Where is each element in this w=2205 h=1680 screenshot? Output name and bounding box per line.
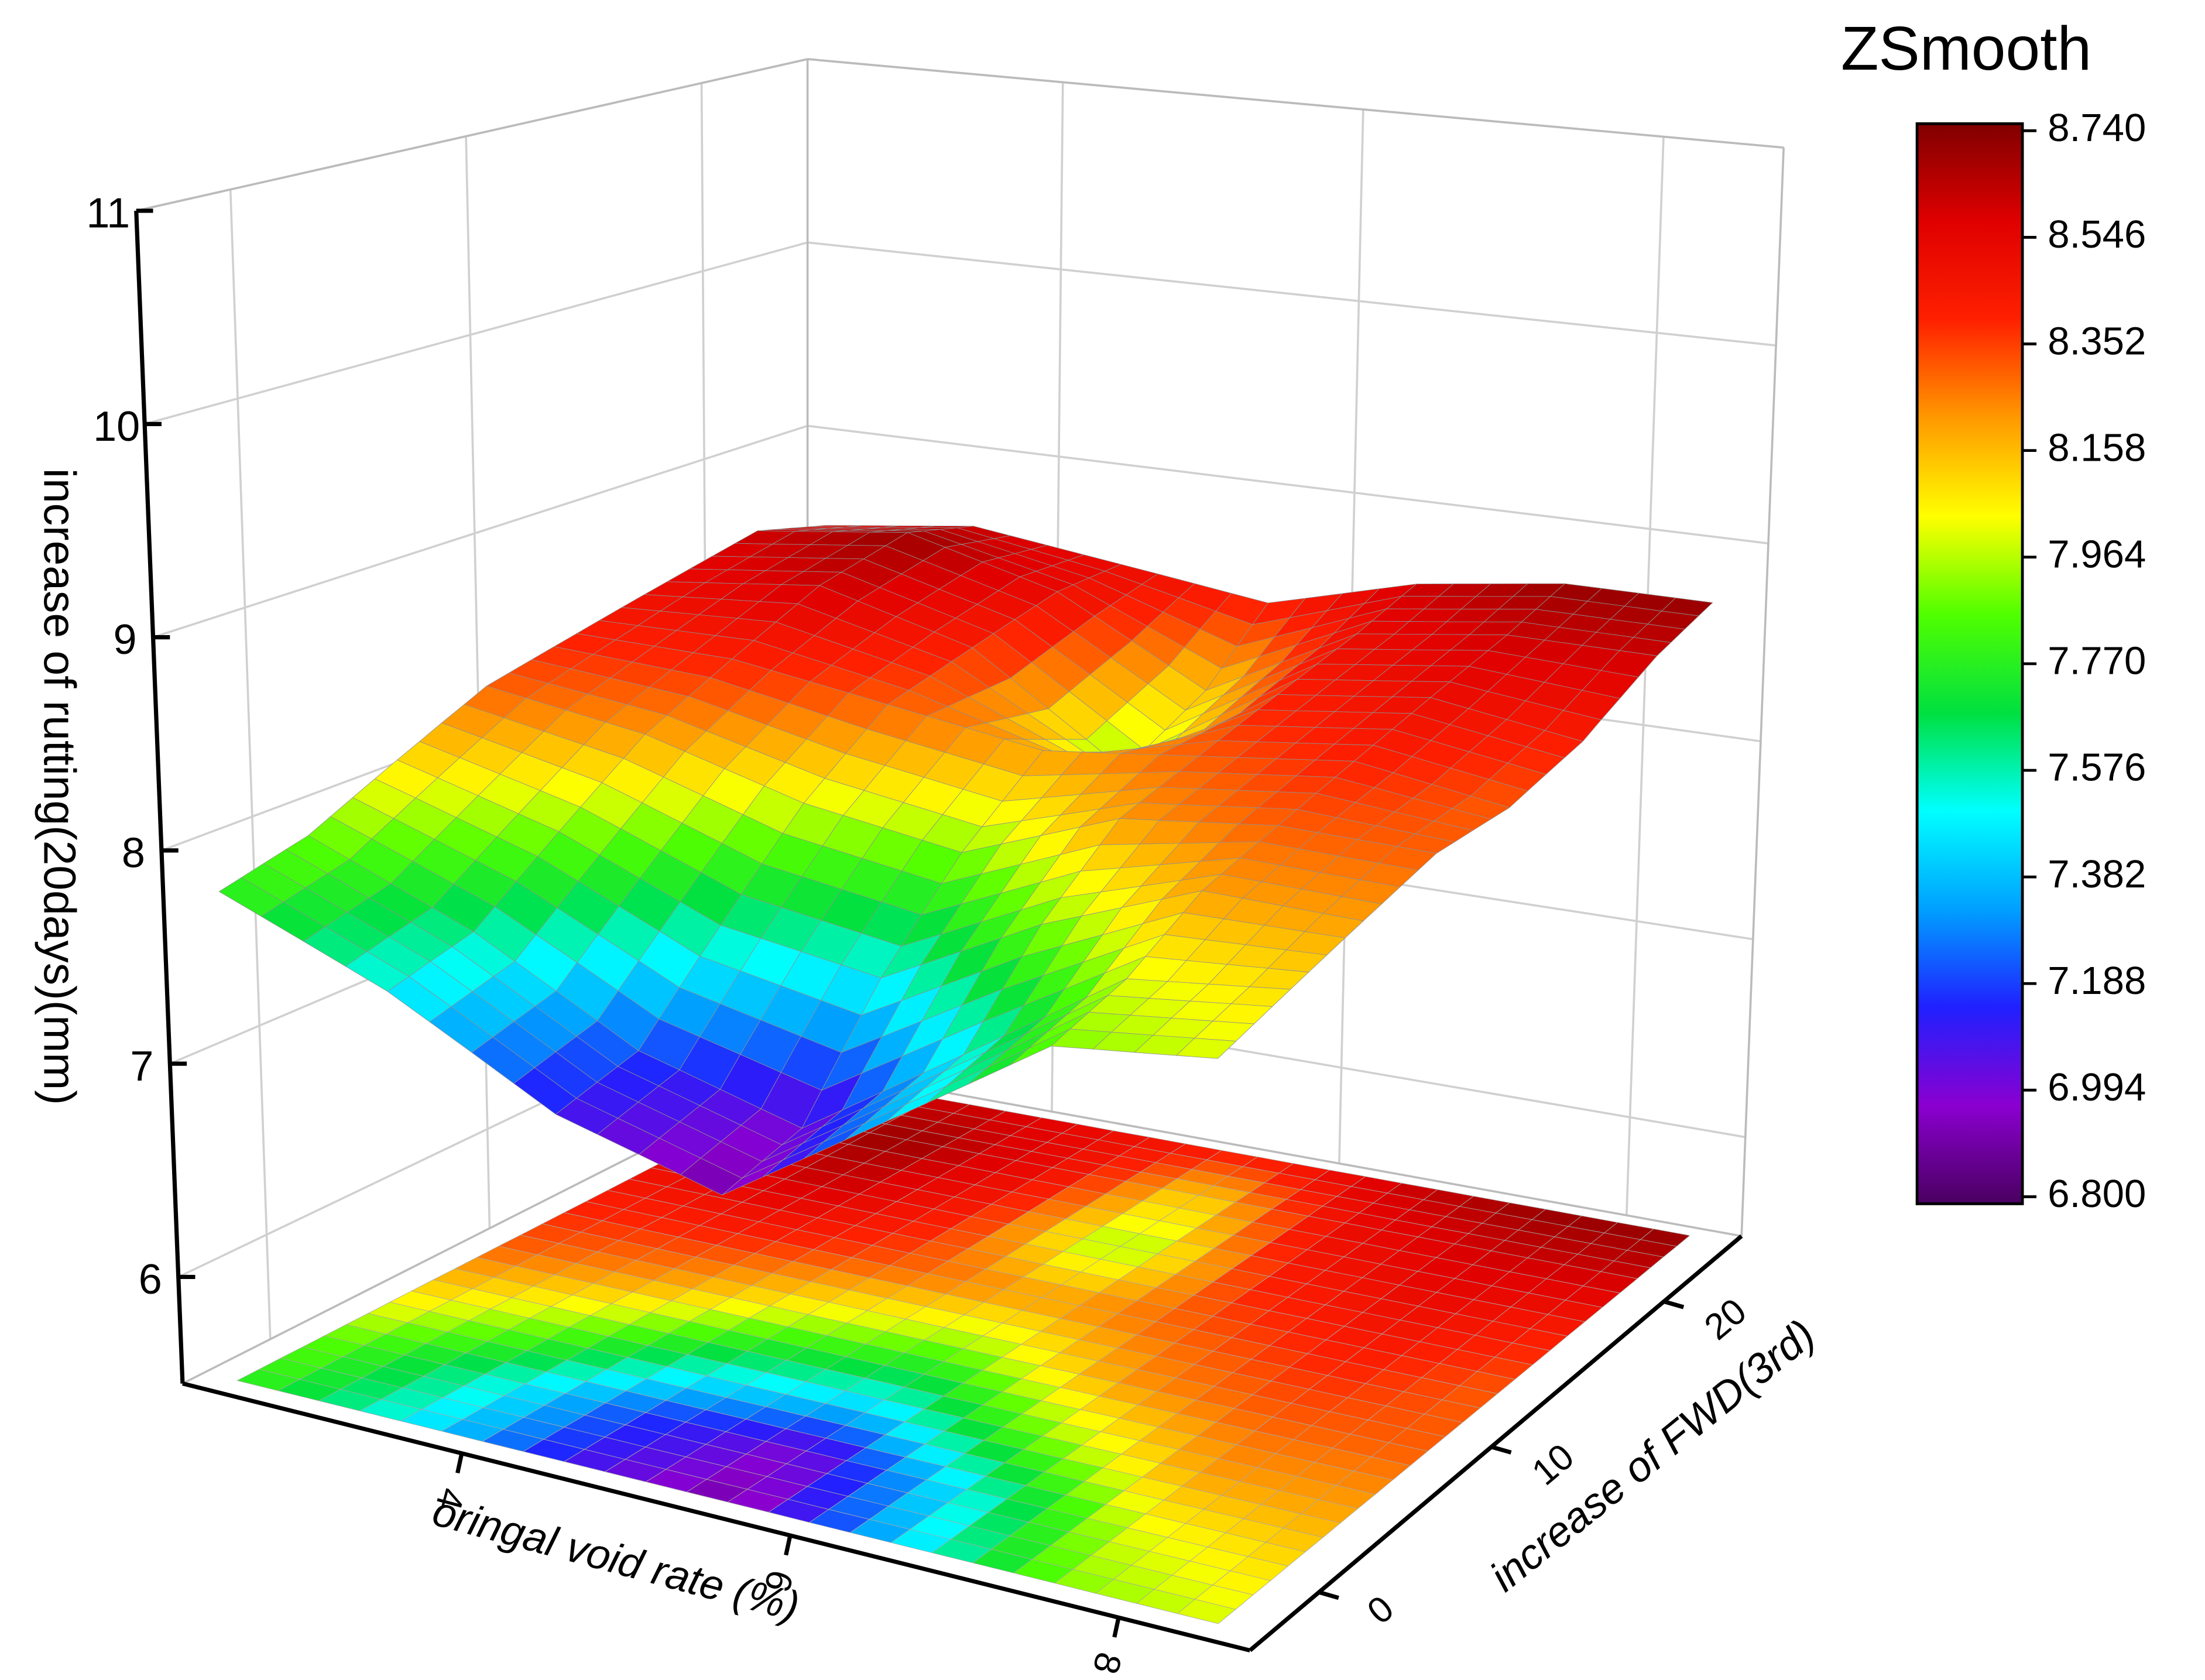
wall-edge — [807, 1066, 1742, 1237]
grid-line — [465, 136, 491, 1229]
floor-projection — [236, 1078, 1690, 1624]
colorbar-tick-label: 7.188 — [2048, 959, 2146, 1003]
axis-line — [1249, 1234, 1743, 1652]
colorbar-tick-label: 7.964 — [2048, 533, 2146, 577]
z-axis-label: increase of rutting(20days)(mm) — [35, 468, 84, 1105]
x-tick — [455, 1453, 464, 1474]
y-tick-label: 20 — [1697, 1291, 1754, 1348]
y-tick-label: 10 — [1525, 1436, 1582, 1493]
z-tick-label: 6 — [139, 1256, 162, 1303]
wall-edge — [807, 58, 1784, 149]
colorbar-tick-label: 7.576 — [2048, 746, 2146, 790]
x-axis-label: oringal void rate (%) — [428, 1487, 804, 1630]
grid-line — [1626, 136, 1665, 1216]
colorbar-tick-label: 8.352 — [2048, 319, 2146, 363]
axis-line — [134, 210, 185, 1384]
grid-line — [229, 189, 272, 1339]
y-tick — [1663, 1299, 1685, 1309]
grid-line — [144, 241, 808, 426]
grid-line — [807, 241, 1777, 347]
floor-cell — [1177, 1599, 1236, 1624]
wall-edge — [1740, 148, 1785, 1236]
colorbar-tick-label: 8.158 — [2048, 426, 2146, 469]
colorbar-tick-label: 8.546 — [2048, 212, 2146, 256]
colorbar-tick-label: 6.800 — [2048, 1172, 2146, 1216]
y-tick — [1318, 1590, 1339, 1600]
z-tick-label: 11 — [86, 190, 130, 237]
grid-line — [152, 424, 808, 639]
z-tick-label: 8 — [122, 829, 145, 876]
colorbar-title: ZSmooth — [1841, 14, 2091, 83]
colorbar-tick-label: 6.994 — [2048, 1065, 2146, 1109]
y-tick-label: 0 — [1360, 1588, 1401, 1632]
surface-cell — [1175, 1038, 1237, 1059]
x-tick — [784, 1535, 793, 1556]
x-tick — [1112, 1617, 1121, 1638]
grid-line — [807, 424, 1769, 545]
surface — [218, 525, 1713, 1196]
x-tick-label: 8 — [1085, 1648, 1129, 1678]
axis-line — [182, 1381, 1251, 1652]
colorbar-tick-label: 7.770 — [2048, 639, 2146, 683]
wall-edge — [136, 58, 808, 212]
colorbar-tick-label: 7.382 — [2048, 852, 2146, 896]
z-tick-label: 10 — [93, 403, 140, 450]
z-tick-label: 9 — [114, 616, 137, 663]
y-tick — [1490, 1445, 1512, 1455]
colorbar-tick-label: 8.740 — [2048, 106, 2146, 150]
z-tick-label: 7 — [130, 1043, 153, 1090]
colorbar — [1915, 122, 2024, 1205]
